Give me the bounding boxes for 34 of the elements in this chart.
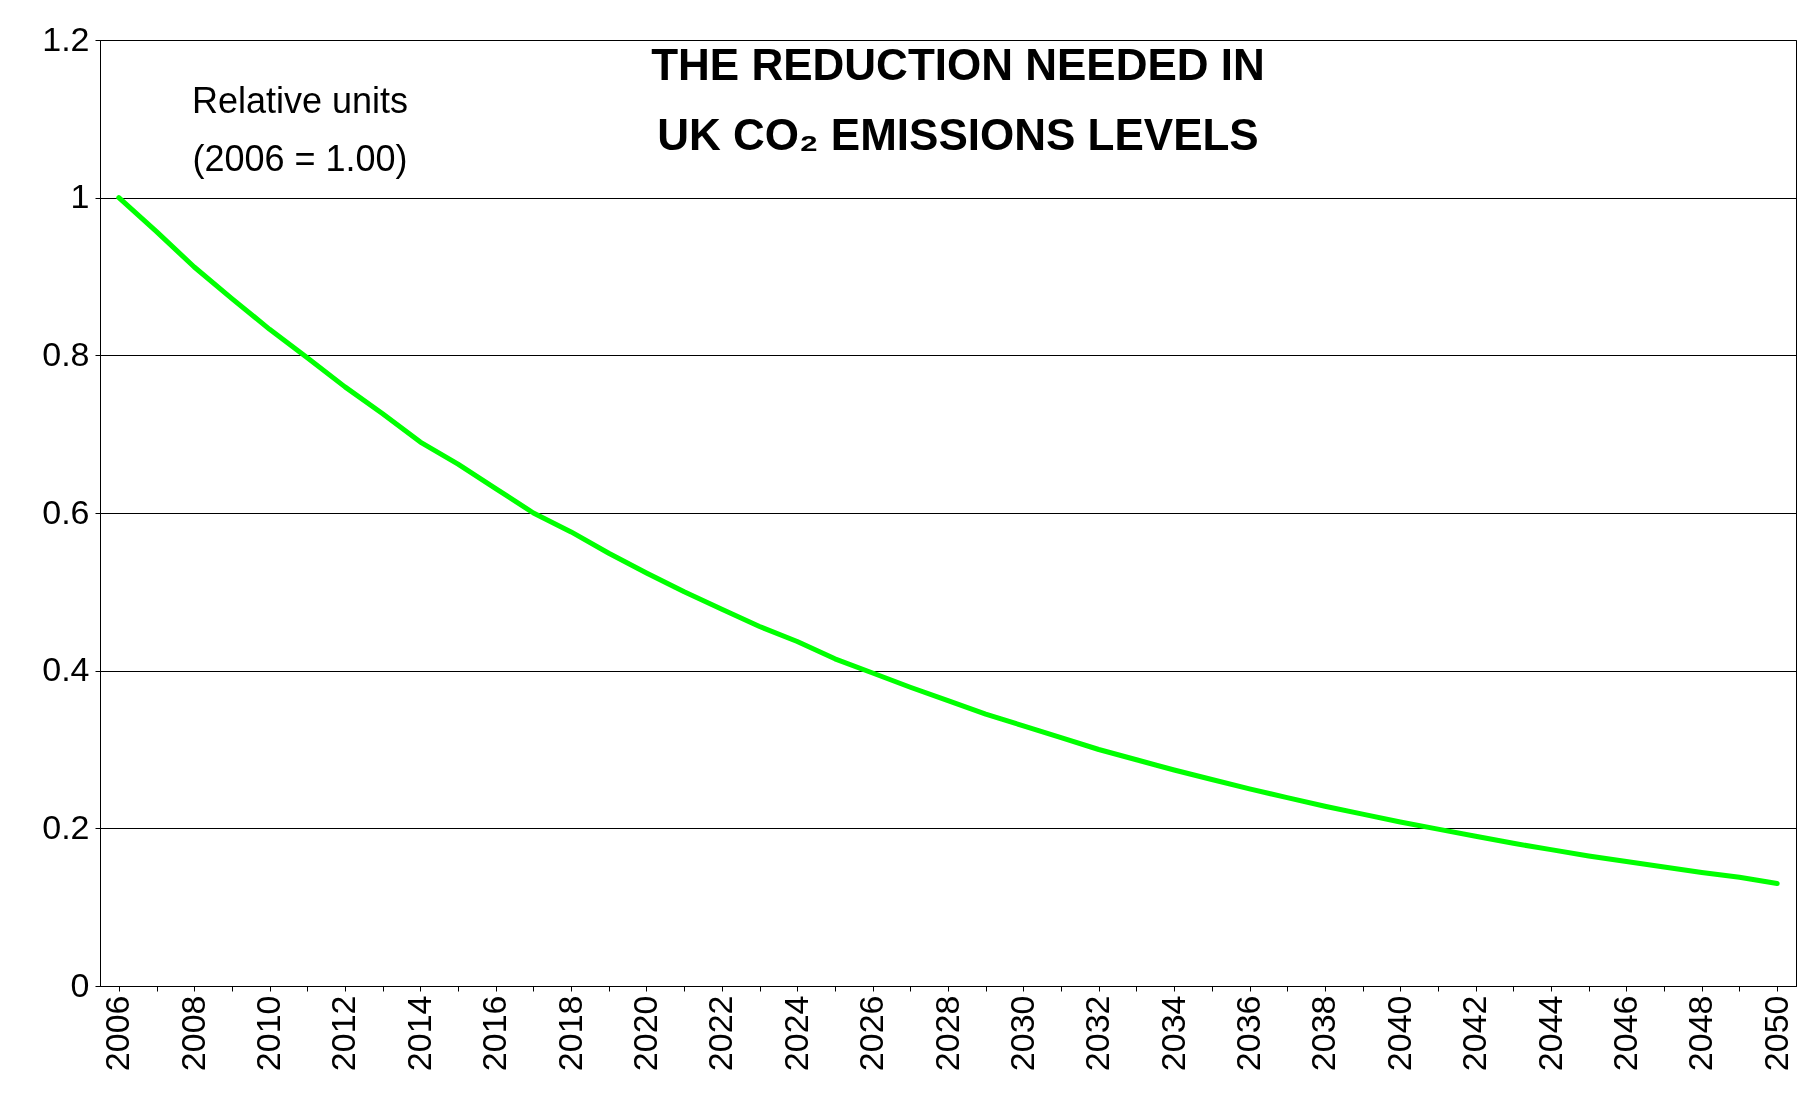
x-tick-label: 2006: [98, 995, 137, 1072]
x-tick-label: 2022: [701, 995, 740, 1072]
x-tick-label: 2044: [1530, 995, 1569, 1072]
x-tick-label: 2032: [1078, 995, 1117, 1072]
y-tick-label: 0.6: [42, 492, 90, 531]
y-tick-label: 0.2: [42, 807, 90, 846]
x-tick-label: 2038: [1304, 995, 1343, 1072]
text: UK CO₂ EMISSIONS LEVELS: [657, 110, 1259, 159]
y-tick-label: 0.4: [42, 650, 90, 689]
annotation: Relative units: [191, 80, 409, 121]
x-tick-label: 2050: [1756, 995, 1795, 1072]
x-tick-label: 2008: [173, 995, 212, 1072]
y-tick-label: 0: [70, 965, 90, 1004]
x-tick-label: 2012: [324, 995, 363, 1072]
x-tick-label: 2030: [1002, 995, 1041, 1072]
y-tick-label: 1: [70, 177, 90, 216]
x-tick-label: 2042: [1455, 995, 1494, 1072]
x-tick-label: 2036: [1229, 995, 1268, 1072]
x-tick-label: 2018: [550, 995, 589, 1072]
y-tick-label: 0.8: [42, 334, 90, 373]
x-tick-label: 2020: [625, 995, 664, 1072]
x-tick-label: 2034: [1153, 995, 1192, 1072]
x-tick-label: 2016: [475, 995, 514, 1072]
x-tick-label: 2010: [249, 995, 288, 1072]
annotation: (2006 = 1.00): [192, 138, 408, 179]
x-tick-label: 2024: [776, 995, 815, 1072]
x-tick-label: 2046: [1605, 995, 1644, 1072]
x-tick-label: 2040: [1379, 995, 1418, 1072]
x-tick-label: 2026: [852, 995, 891, 1072]
x-tick-label: 2014: [399, 995, 438, 1072]
x-tick-label: 2028: [927, 995, 966, 1072]
y-tick-label: 1.2: [42, 19, 90, 58]
text: THE REDUCTION NEEDED IN: [651, 40, 1265, 89]
x-tick-label: 2048: [1681, 995, 1720, 1072]
